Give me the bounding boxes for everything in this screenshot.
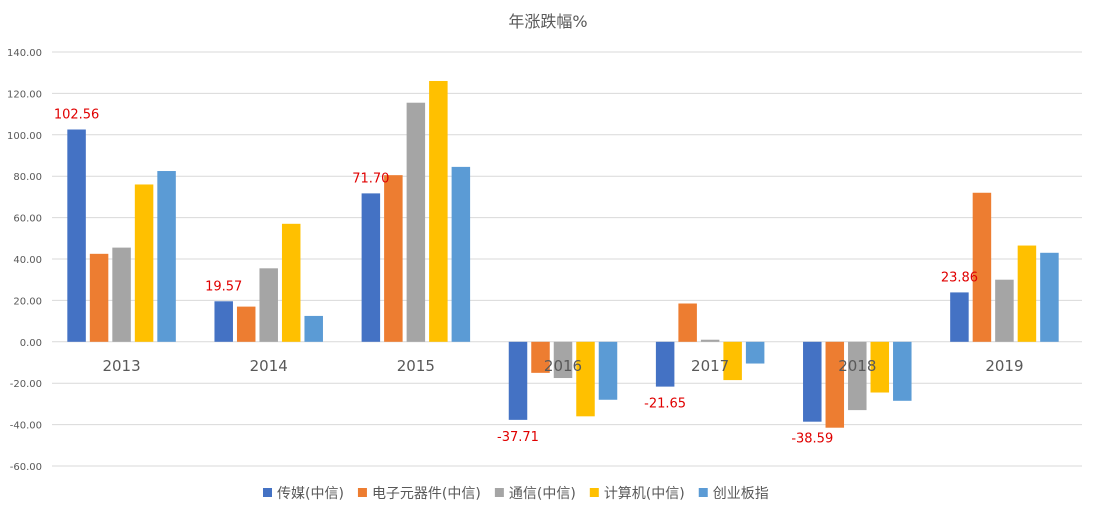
bar-2014-series-4 <box>304 315 323 342</box>
data-label: -21.65 <box>644 397 686 412</box>
bar-2019-series-3 <box>1017 245 1037 342</box>
legend-label: 传媒(中信) <box>277 486 344 502</box>
legend-label: 通信(中信) <box>509 486 576 502</box>
bar-2014-series-3 <box>281 223 301 342</box>
y-tick-label: 20.00 <box>13 296 42 307</box>
data-label: 71.70 <box>352 171 389 186</box>
x-category-label: 2013 <box>102 357 140 375</box>
bar-2015-series-1 <box>384 175 403 342</box>
legend-item: 计算机(中信) <box>589 486 685 502</box>
legend-swatch <box>698 488 708 497</box>
bar-2016-series-4 <box>598 341 618 400</box>
bar-2016-series-3 <box>576 341 595 417</box>
bar-2017-series-1 <box>678 303 697 342</box>
legend-item: 通信(中信) <box>494 486 576 502</box>
bar-2015-series-3 <box>429 80 448 342</box>
y-tick-label: 140.00 <box>7 48 42 59</box>
y-tick-label: 80.00 <box>13 172 42 183</box>
data-label-layer: 102.56 19.57 71.70 -37.71 -21.65 -38.59 23.86 <box>54 108 978 447</box>
bar-2014-series-0 <box>214 301 233 342</box>
data-label: 23.86 <box>941 270 978 285</box>
legend-item: 创业板指 <box>698 486 769 502</box>
y-tick-label: 0.00 <box>20 338 42 349</box>
bar-2019-series-4 <box>1040 252 1059 342</box>
bar-2016-series-0 <box>508 341 528 420</box>
data-label: 19.57 <box>205 279 242 294</box>
bar-2014-series-2 <box>259 268 278 342</box>
bar-2016-series-1 <box>531 341 550 373</box>
legend-label: 计算机(中信) <box>604 486 685 502</box>
x-category-label: 2018 <box>838 357 876 375</box>
bar-2015-series-4 <box>451 166 471 342</box>
data-label: 102.56 <box>54 108 100 123</box>
legend-swatch <box>494 488 504 497</box>
x-category-label: 2019 <box>985 357 1023 375</box>
bar-2013-series-0 <box>67 129 86 342</box>
y-tick-label: 40.00 <box>13 255 42 266</box>
legend-item: 传媒(中信) <box>263 486 344 502</box>
x-category-label: 2017 <box>691 357 729 375</box>
y-tick-label: 60.00 <box>13 214 42 225</box>
legend-swatch <box>263 488 272 497</box>
bar-2019-series-1 <box>972 192 992 342</box>
bar-2015-series-0 <box>361 193 381 342</box>
chart-title: 年涨跌幅% <box>508 12 587 31</box>
y-tick-label: 100.00 <box>7 131 42 142</box>
x-category-label: 2016 <box>544 357 582 375</box>
bar-2013-series-3 <box>134 184 154 342</box>
bar-2014-series-1 <box>236 306 256 342</box>
bar-2019-series-2 <box>995 279 1014 342</box>
legend-label: 电子元器件(中信) <box>372 486 481 502</box>
bar-2013-series-4 <box>157 171 176 342</box>
bar-2017-series-4 <box>745 341 765 364</box>
legend-swatch <box>357 488 367 497</box>
bar-2018-series-2 <box>848 341 867 411</box>
y-tick-label: -40.00 <box>10 421 42 432</box>
x-category-label: 2014 <box>250 357 288 375</box>
grid-layer <box>52 51 1082 467</box>
bar-2019-series-0 <box>950 292 969 342</box>
legend-swatch <box>589 488 599 497</box>
legend-label: 创业板指 <box>713 486 769 502</box>
bar-2018-series-1 <box>825 341 845 428</box>
bar-2017-series-0 <box>655 341 675 387</box>
bar-2017-series-3 <box>723 341 742 381</box>
legend: 传媒(中信) 电子元器件(中信) 通信(中信) 计算机(中信) 创业板指 <box>263 486 769 502</box>
bar-2018-series-3 <box>870 341 890 393</box>
y-tick-label: -20.00 <box>10 379 42 390</box>
bar-2015-series-2 <box>406 102 426 342</box>
bar-2017-series-2 <box>700 339 720 342</box>
data-label: -38.59 <box>791 432 833 447</box>
data-label: -37.71 <box>497 430 539 445</box>
bar-2018-series-0 <box>803 341 822 422</box>
y-axis-tick-labels: -60.00 -40.00 -20.00 0.00 20.00 40.00 60.00 80.… <box>7 48 42 473</box>
y-tick-label: -60.00 <box>10 462 42 473</box>
x-axis-category-labels: 2013 2014 2015 2016 2017 2018 2019 <box>102 357 1023 375</box>
bar-2013-series-2 <box>112 247 131 342</box>
legend-item: 电子元器件(中信) <box>357 486 481 502</box>
bar-2018-series-4 <box>893 341 912 401</box>
bar-2013-series-1 <box>89 253 109 342</box>
x-category-label: 2015 <box>397 357 435 375</box>
y-tick-label: 120.00 <box>7 89 42 100</box>
bar-layer <box>67 80 1059 428</box>
bar-2016-series-2 <box>553 341 573 379</box>
